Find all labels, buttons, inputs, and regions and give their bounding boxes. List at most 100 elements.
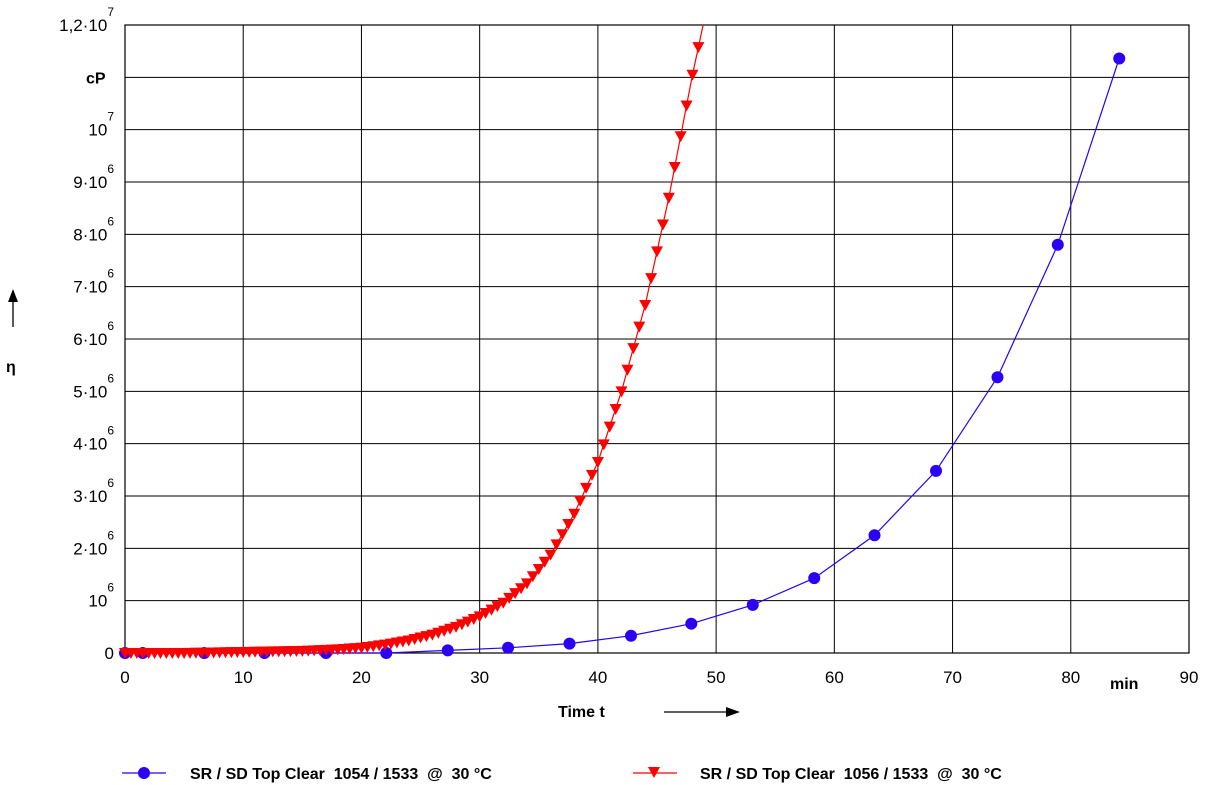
series-2-point <box>509 588 522 600</box>
series-2-point <box>633 321 646 333</box>
y-tick-label-5: 5·106 <box>73 371 114 401</box>
y-tick-exponent-11: 7 <box>107 5 114 19</box>
x-tick-label-7: 70 <box>943 668 962 687</box>
y-tick-label-9: 9·106 <box>73 162 114 192</box>
series-layer <box>119 24 1126 659</box>
y-tick-label-3: 3·106 <box>73 476 114 506</box>
series-2-point <box>556 529 569 541</box>
series-2-point <box>568 508 581 520</box>
series-2-point <box>515 583 528 595</box>
x-tick-label-2: 20 <box>352 668 371 687</box>
series-2-point <box>591 456 604 468</box>
series-2-point <box>627 343 640 355</box>
series-1-point <box>502 641 515 654</box>
x-tick-label-4: 40 <box>588 668 607 687</box>
series-2-point <box>674 131 687 143</box>
series-2-point <box>639 299 652 311</box>
legend-item-series-1: SR / SD Top Clear 1054 / 1533 @ 30 °C <box>122 766 492 783</box>
x-tick-label-0: 0 <box>120 668 129 687</box>
series-2-point <box>692 42 705 54</box>
y-tick-label-10: 107 <box>88 110 114 140</box>
series-2-point <box>526 571 539 583</box>
series-2-point <box>615 386 628 398</box>
legend-label-series-2: SR / SD Top Clear 1056 / 1533 @ 30 °C <box>700 766 1002 783</box>
series-2-point <box>485 604 498 616</box>
series-2-point <box>550 539 563 551</box>
series-2-point <box>686 69 699 81</box>
series-1-point <box>1051 238 1064 251</box>
series-2-point <box>491 601 504 613</box>
series-1 <box>119 52 1126 659</box>
y-tick-label-2: 2·106 <box>73 528 114 558</box>
legend-label-series-1: SR / SD Top Clear 1054 / 1533 @ 30 °C <box>190 766 492 783</box>
y-axis-unit: cP <box>86 70 106 87</box>
x-axis-ticks: 0 10 20 30 40 50 60 70 80 90 <box>120 668 1198 687</box>
series-1-point <box>380 647 393 659</box>
y-tick-exponent-8: 6 <box>107 214 114 228</box>
series-1-point <box>808 572 821 585</box>
y-axis-ticks: 0 106 2·106 3·106 4·106 5·106 6·106 7·106 8·106 9… <box>59 5 114 663</box>
series-1-point <box>563 637 576 650</box>
legend-item-series-2: SR / SD Top Clear 1056 / 1533 @ 30 °C <box>633 766 1002 783</box>
series-2-point <box>651 246 663 258</box>
y-tick-label-4: 4·106 <box>73 424 114 454</box>
y-tick-exponent-4: 6 <box>107 424 114 438</box>
y-tick-exponent-1: 6 <box>107 581 114 595</box>
y-tick-exponent-3: 6 <box>107 476 114 490</box>
series-2-point <box>538 556 551 568</box>
y-axis-label: η <box>6 359 16 376</box>
y-axis-arrow <box>8 289 18 327</box>
y-tick-label-8: 8·106 <box>73 214 114 244</box>
series-2-point <box>503 592 516 604</box>
y-tick-label-1: 106 <box>88 581 114 611</box>
legend-marker-series-2 <box>648 767 660 778</box>
series-1-point <box>441 644 454 657</box>
x-tick-label-5: 50 <box>707 668 726 687</box>
series-1-point <box>868 529 881 542</box>
x-tick-label-1: 10 <box>234 668 253 687</box>
x-axis-arrow <box>664 707 740 717</box>
series-2-point <box>621 364 634 376</box>
series-1-point <box>746 598 759 611</box>
series-2-point <box>520 578 533 590</box>
series-2-point <box>597 439 610 451</box>
series-2-point <box>532 564 545 576</box>
grid <box>124 24 1190 654</box>
series-2 <box>119 24 705 659</box>
legend: SR / SD Top Clear 1054 / 1533 @ 30 °C SR… <box>122 766 1002 783</box>
series-2-point <box>603 421 616 433</box>
x-axis-unit: min <box>1110 676 1138 693</box>
series-1-point <box>991 371 1004 384</box>
x-axis-label: Time t <box>558 704 606 721</box>
legend-marker-series-1 <box>138 767 150 779</box>
x-tick-label-3: 30 <box>470 668 489 687</box>
x-tick-label-9: 90 <box>1180 668 1199 687</box>
series-2-point <box>580 482 593 494</box>
series-2-point <box>662 192 675 204</box>
plot-frame <box>124 24 1190 654</box>
series-2-point <box>544 549 557 561</box>
series-2-point <box>680 100 693 112</box>
y-tick-label-0: 0 <box>105 644 114 663</box>
series-2-point <box>585 469 598 481</box>
y-tick-label-6: 6·106 <box>73 319 114 349</box>
x-tick-label-6: 60 <box>825 668 844 687</box>
y-tick-exponent-6: 6 <box>107 319 114 333</box>
series-1-point <box>685 617 698 630</box>
y-tick-exponent-7: 6 <box>107 267 114 281</box>
series-2-point <box>668 161 681 173</box>
series-1-point <box>1113 52 1126 65</box>
y-tick-exponent-9: 6 <box>107 162 114 176</box>
y-tick-exponent-10: 7 <box>107 110 114 124</box>
series-2-point <box>656 219 669 231</box>
series-2-point <box>479 607 492 619</box>
series-1-line <box>125 58 1120 654</box>
y-tick-exponent-5: 6 <box>107 371 114 385</box>
series-2-point <box>562 518 575 530</box>
series-1-point <box>624 629 637 642</box>
y-tick-exponent-2: 6 <box>107 528 114 542</box>
y-tick-label-11: 1,2·107 <box>59 5 114 35</box>
series-2-point <box>473 611 486 623</box>
series-2-point <box>645 273 658 285</box>
